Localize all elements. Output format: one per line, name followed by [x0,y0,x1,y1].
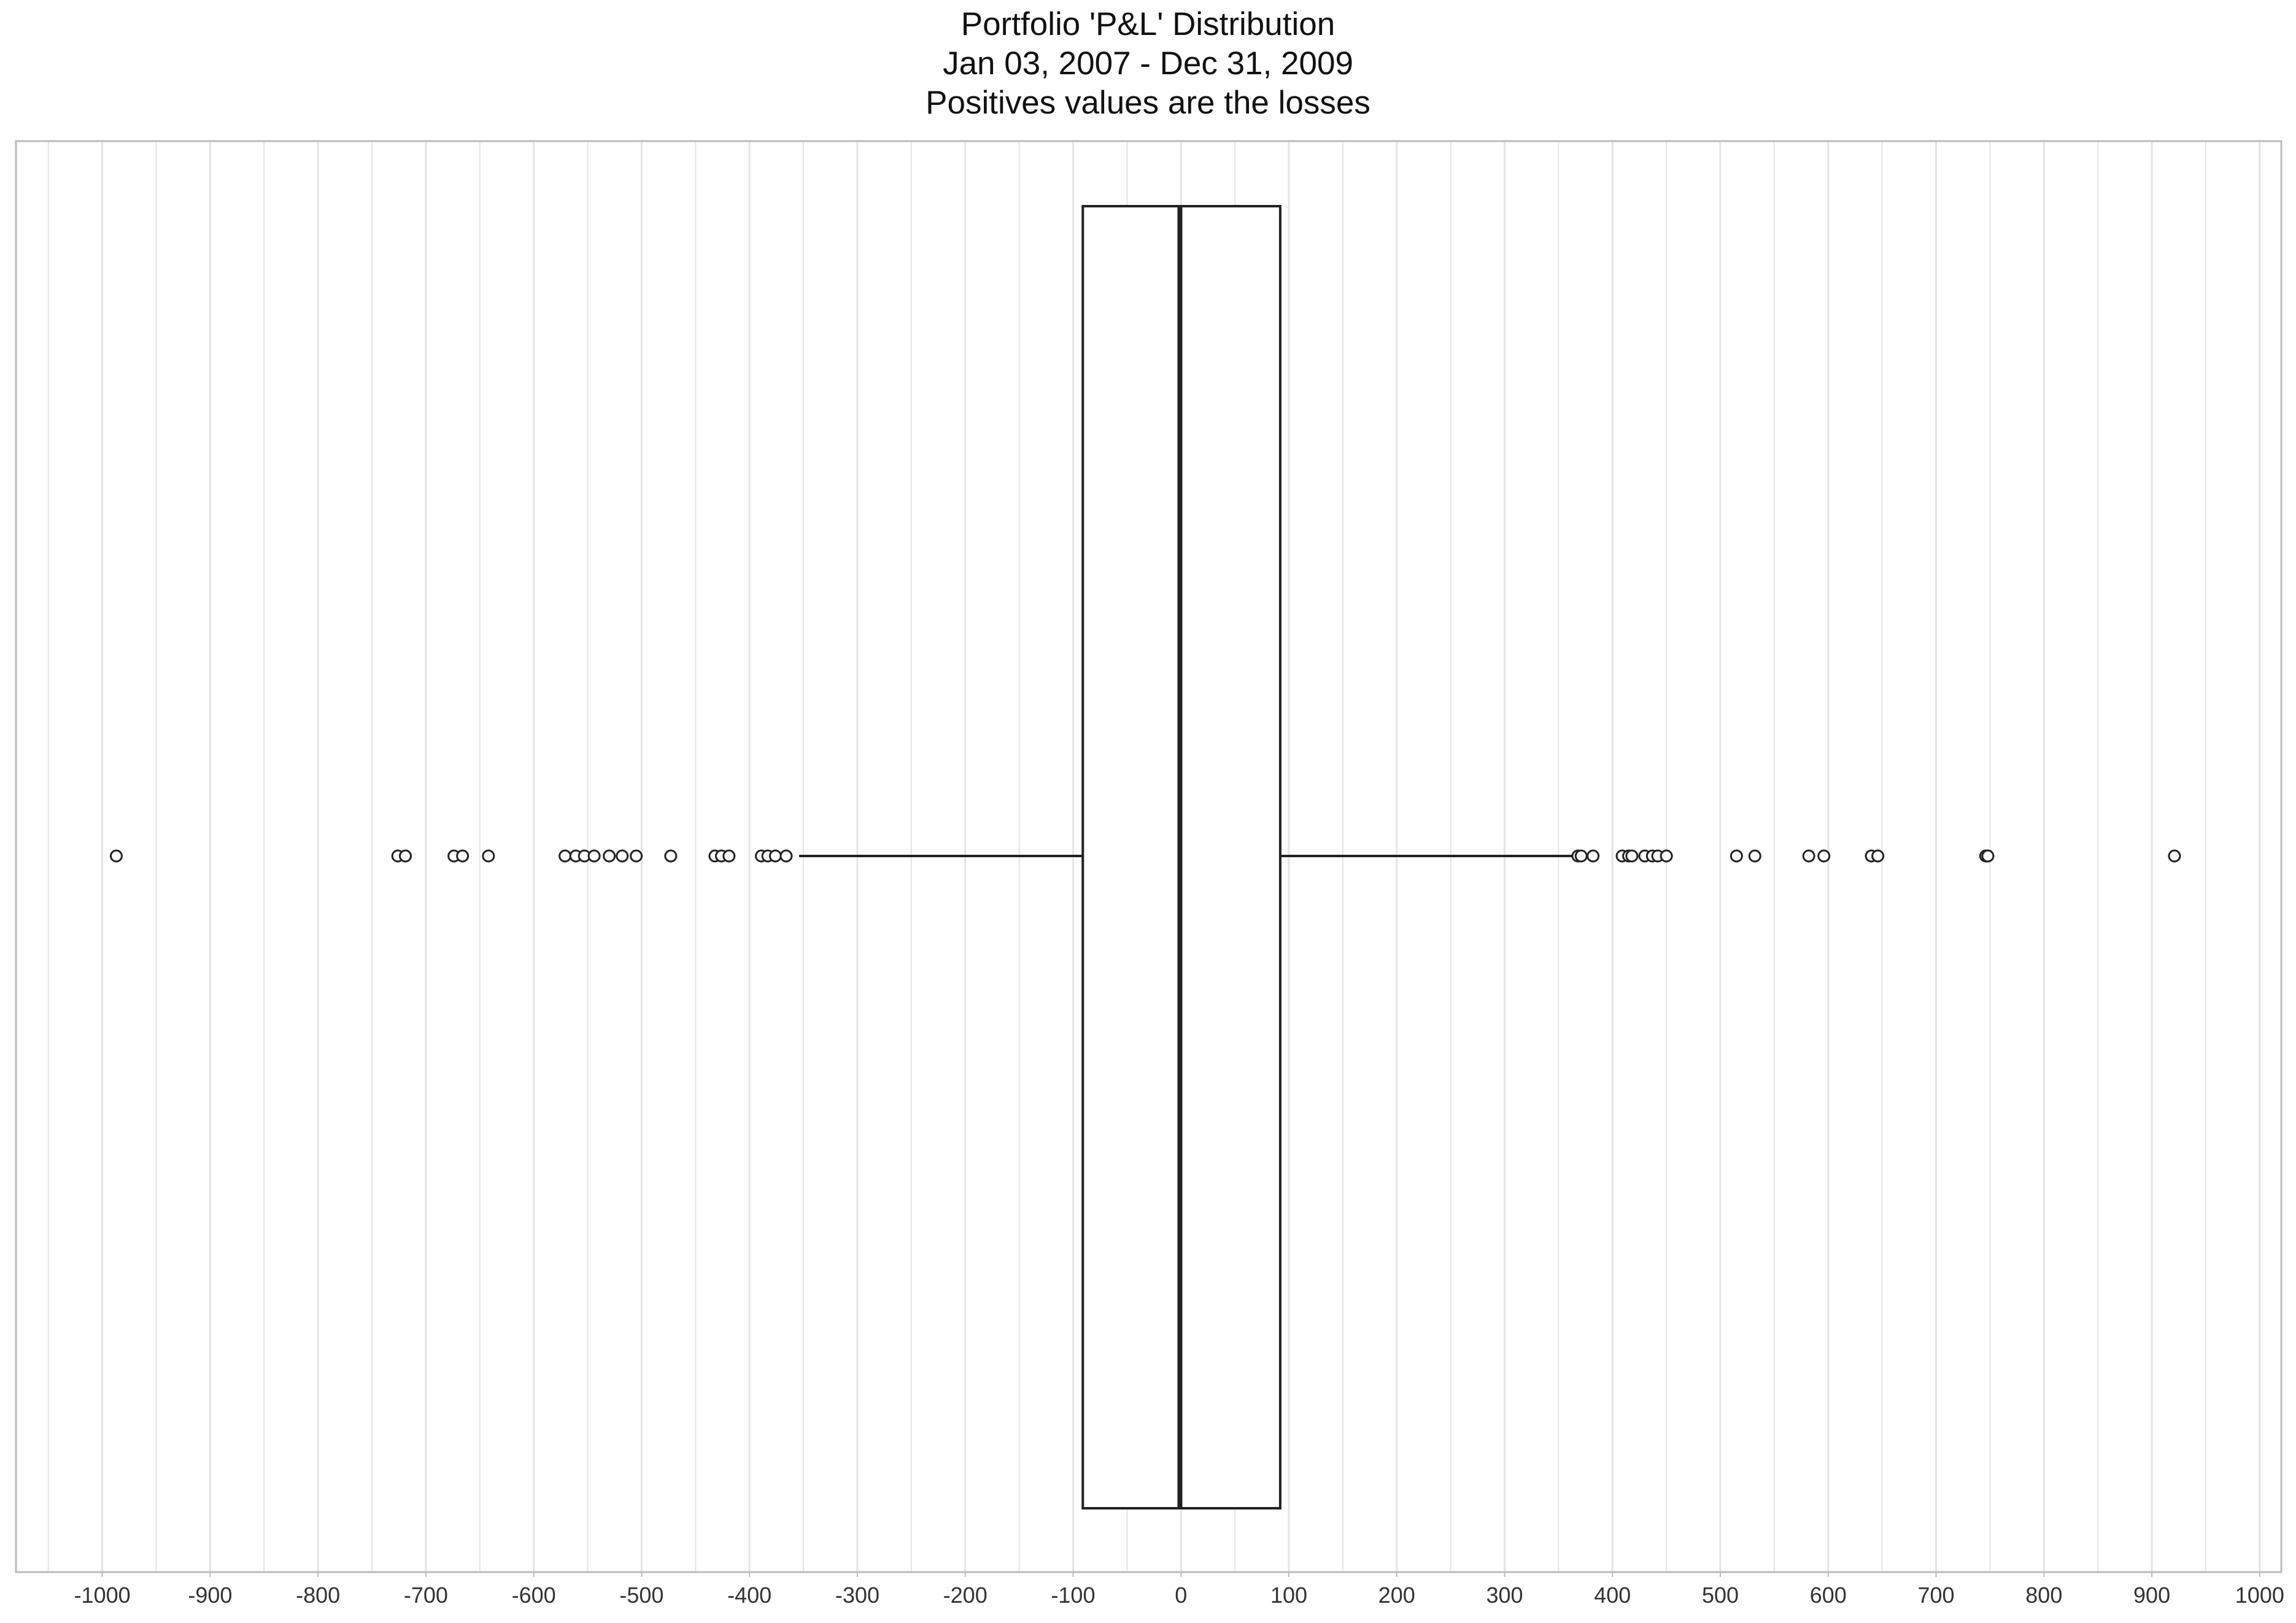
outlier-point [457,850,468,862]
outlier-point [1803,850,1814,862]
box-layer [799,206,1575,1508]
outlier-point [724,850,735,862]
outlier-point [1626,850,1637,862]
x-tick-label: -900 [188,1583,232,1608]
x-tick-label: 0 [1175,1583,1187,1608]
x-tick-label: -500 [619,1583,663,1608]
x-tick-label: 500 [1702,1583,1739,1608]
outlier-point [589,850,600,862]
outlier-point [2169,850,2180,862]
outlier-point [483,850,494,862]
x-tick-label: 800 [2025,1583,2062,1608]
outlier-point [770,850,781,862]
x-tick-label: 200 [1378,1583,1415,1608]
x-tick-label: -1000 [74,1583,131,1608]
outlier-point [1588,850,1599,862]
outlier-point [1982,850,1993,862]
outlier-point [110,850,122,862]
outlier-point [1661,850,1672,862]
x-tick-label: -300 [835,1583,879,1608]
outlier-point [1575,850,1587,862]
outlier-point [631,850,642,862]
outlier-point [400,850,411,862]
x-tick-label: 300 [1486,1583,1523,1608]
outlier-point [617,850,628,862]
x-tick-label: -400 [727,1583,771,1608]
x-tick-label: 700 [1918,1583,1955,1608]
x-tick-label: 600 [1810,1583,1847,1608]
x-tick-label: -200 [943,1583,988,1608]
x-tick-label: -100 [1051,1583,1095,1608]
outlier-point [665,850,676,862]
outlier-point [781,850,792,862]
outlier-point [604,850,615,862]
outlier-point [1731,850,1742,862]
x-tick-label: -800 [296,1583,340,1608]
x-tick-label: -600 [512,1583,556,1608]
outlier-point [1749,850,1760,862]
x-tick-label: 100 [1270,1583,1307,1608]
x-tick-label: 400 [1594,1583,1631,1608]
x-axis-ticks: -1000 -900 -800 -700 -600 -500 -400 -300 -200 -10… [74,1572,2284,1608]
outlier-point [560,850,571,862]
x-tick-label: -700 [404,1583,448,1608]
outlier-point [1873,850,1884,862]
outlier-point [1819,850,1830,862]
x-tick-label: 1000 [2235,1583,2284,1608]
x-tick-label: 900 [2133,1583,2170,1608]
